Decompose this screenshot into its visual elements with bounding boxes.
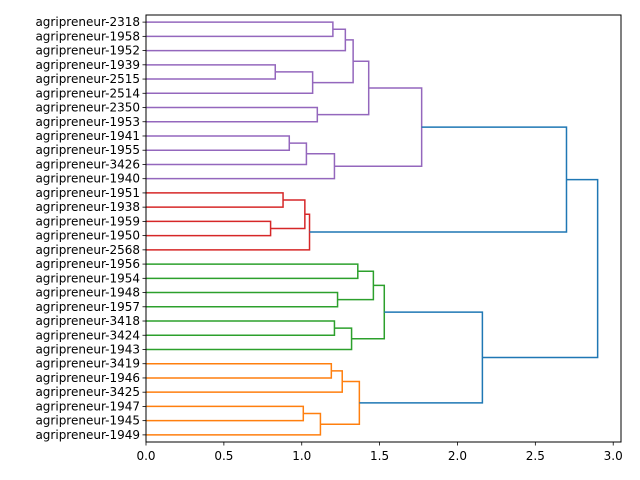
leaf-label: agripreneur-1938 bbox=[35, 200, 140, 214]
dendrogram-links bbox=[146, 21, 599, 436]
leaf-label: agripreneur-2350 bbox=[35, 101, 140, 115]
leaf-label: agripreneur-2568 bbox=[35, 243, 140, 257]
dendrogram-link-o3 bbox=[146, 405, 305, 422]
x-tick-label: 2.5 bbox=[526, 449, 545, 463]
x-tick-label: 1.5 bbox=[370, 449, 389, 463]
dendrogram-link-b1 bbox=[309, 126, 568, 233]
x-tick-label: 3.0 bbox=[604, 449, 623, 463]
dendrogram-link-o2 bbox=[146, 370, 343, 393]
leaf-label: agripreneur-1943 bbox=[35, 342, 140, 356]
dendrogram-link-o4 bbox=[146, 412, 322, 436]
leaf-label: agripreneur-1953 bbox=[35, 115, 140, 129]
leaf-label: agripreneur-1957 bbox=[35, 300, 140, 314]
x-axis-ticks: 0.0 0.5 1.0 1.5 2.0 2.5 3.0 bbox=[136, 442, 623, 463]
dendrogram-link-p6 bbox=[146, 106, 319, 123]
leaf-label: agripreneur-1946 bbox=[35, 371, 140, 385]
dendrogram-link-b2 bbox=[359, 311, 484, 404]
y-axis-leaf-labels: agripreneur-2318agripreneur-1958agripren… bbox=[35, 15, 146, 442]
dendrogram-link-b3 bbox=[482, 178, 599, 359]
dendrogram-link-g3 bbox=[337, 270, 375, 301]
dendrogram-link-p4 bbox=[146, 71, 314, 95]
dendrogram-link-r3 bbox=[270, 199, 306, 230]
leaf-label: agripreneur-1958 bbox=[35, 29, 140, 43]
leaf-label: agripreneur-1951 bbox=[35, 186, 140, 200]
x-tick-label: 0.5 bbox=[214, 449, 233, 463]
leaf-label: agripreneur-1959 bbox=[35, 214, 140, 228]
dendrogram-link-p9 bbox=[146, 142, 308, 166]
leaf-label: agripreneur-1947 bbox=[35, 399, 140, 413]
leaf-label: agripreneur-3419 bbox=[35, 357, 140, 371]
dendrogram-link-p3 bbox=[146, 64, 277, 80]
leaf-label: agripreneur-3425 bbox=[35, 385, 140, 399]
dendrogram-link-g5 bbox=[146, 327, 353, 351]
leaf-label: agripreneur-1940 bbox=[35, 172, 140, 186]
dendrogram-link-g6 bbox=[351, 284, 386, 340]
plot-frame bbox=[145, 14, 622, 443]
dendrogram-link-o5 bbox=[320, 380, 361, 425]
x-tick-label: 0.0 bbox=[136, 449, 155, 463]
dendrogram-link-o1 bbox=[146, 362, 333, 379]
leaf-label: agripreneur-3426 bbox=[35, 157, 140, 171]
dendrogram-link-r2 bbox=[146, 220, 272, 237]
dendrogram-link-p5 bbox=[312, 39, 354, 84]
leaf-label: agripreneur-1939 bbox=[35, 58, 140, 72]
dendrogram-link-p8 bbox=[146, 135, 291, 151]
leaf-label: agripreneur-1948 bbox=[35, 286, 140, 300]
leaf-label: agripreneur-3424 bbox=[35, 328, 140, 342]
dendrogram-link-g2 bbox=[146, 291, 339, 308]
dendrogram-link-g4 bbox=[146, 320, 336, 336]
x-tick-label: 2.0 bbox=[448, 449, 467, 463]
leaf-label: agripreneur-1950 bbox=[35, 229, 140, 243]
leaf-label: agripreneur-2514 bbox=[35, 86, 140, 100]
dendrogram-link-r4 bbox=[146, 213, 311, 251]
leaf-label: agripreneur-3418 bbox=[35, 314, 140, 328]
leaf-label: agripreneur-2515 bbox=[35, 72, 140, 86]
dendrogram-link-p2 bbox=[146, 28, 347, 52]
leaf-label: agripreneur-1945 bbox=[35, 414, 140, 428]
leaf-label: agripreneur-1952 bbox=[35, 44, 140, 58]
leaf-label: agripreneur-1955 bbox=[35, 143, 140, 157]
dendrogram-link-p1 bbox=[146, 21, 334, 38]
leaf-label: agripreneur-1949 bbox=[35, 428, 140, 442]
leaf-label: agripreneur-2318 bbox=[35, 15, 140, 29]
x-tick-label: 1.0 bbox=[292, 449, 311, 463]
dendrogram-link-g1 bbox=[146, 263, 359, 280]
dendrogram-link-p11 bbox=[334, 87, 423, 167]
leaf-label: agripreneur-1956 bbox=[35, 257, 140, 271]
dendrogram-link-p7 bbox=[317, 60, 370, 116]
dendrogram-link-r1 bbox=[146, 192, 284, 208]
leaf-label: agripreneur-1941 bbox=[35, 129, 140, 143]
leaf-label: agripreneur-1954 bbox=[35, 271, 140, 285]
